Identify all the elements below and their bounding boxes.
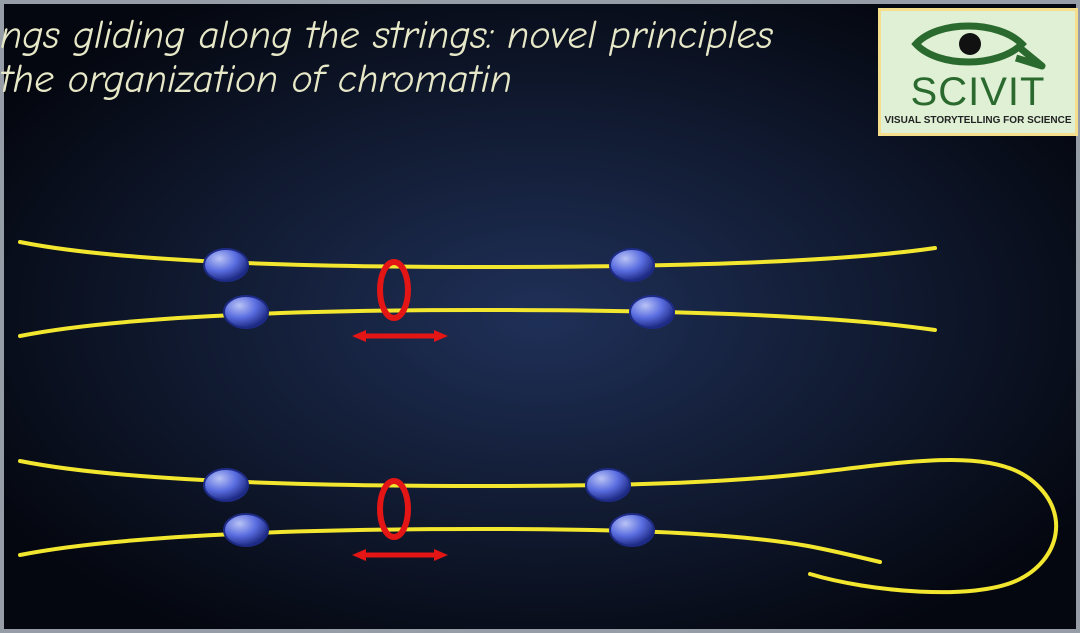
bot-bead-3 xyxy=(224,514,268,546)
eye-pupil xyxy=(959,33,981,55)
top-bead-3 xyxy=(224,296,268,328)
bot-bead-2 xyxy=(586,469,630,501)
logo-name: SCIVIT xyxy=(911,70,1046,115)
top-bead-1 xyxy=(204,249,248,281)
logo-tagline: VISUAL STORYTELLING FOR SCIENCE xyxy=(884,115,1071,126)
top-bead-4 xyxy=(630,296,674,328)
logo-box: SCIVIT VISUAL STORYTELLING FOR SCIENCE xyxy=(878,8,1078,136)
speech-tail xyxy=(1016,48,1042,66)
bot-bead-1 xyxy=(204,469,248,501)
title-line-2: the organization of chromatin xyxy=(0,56,512,102)
logo-eye-icon xyxy=(908,18,1048,70)
bot-bead-4 xyxy=(610,514,654,546)
slide-frame: ngs gliding along the strings: novel pri… xyxy=(0,0,1080,633)
title-line-1: ngs gliding along the strings: novel pri… xyxy=(0,12,773,58)
top-bead-2 xyxy=(610,249,654,281)
